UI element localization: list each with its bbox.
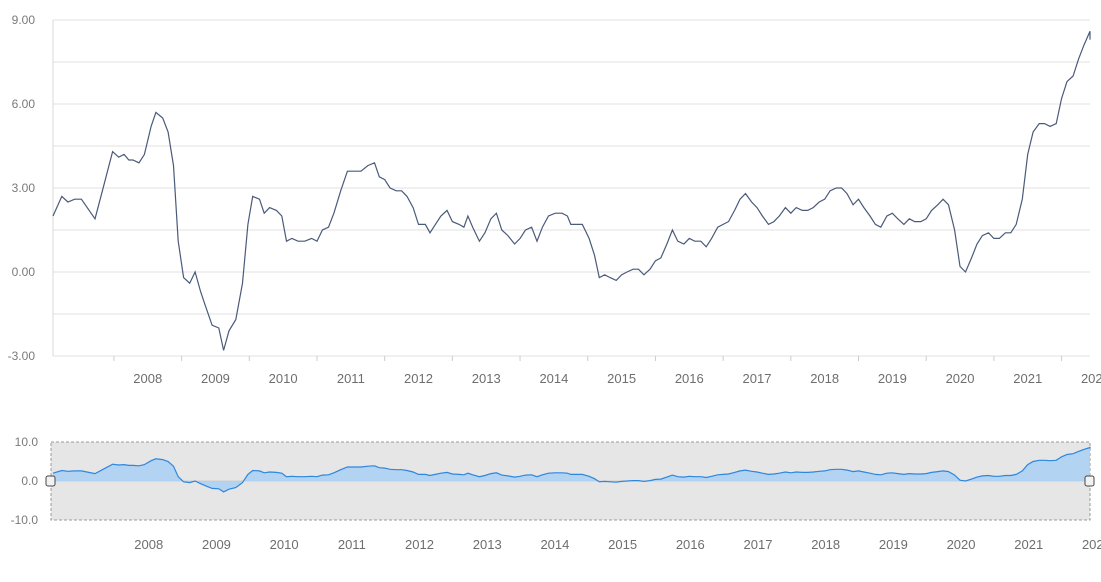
navigator-x-tick-label: 2014 (540, 537, 569, 552)
navigator-y-tick-label: 0.0 (21, 474, 38, 488)
x-tick-label: 2018 (810, 371, 839, 386)
x-tick-label: 2019 (878, 371, 907, 386)
navigator-y-tick-label: 10.0 (15, 435, 39, 449)
navigator[interactable]: 10.0 0.0 -10.0 2008 2009 2010 2011 2012 2013 201… (11, 435, 1101, 552)
navigator-x-tick-label: 2009 (202, 537, 231, 552)
y-tick-label: -3.00 (8, 349, 36, 363)
x-tick-label: 2014 (539, 371, 568, 386)
x-tick-label: 2017 (743, 371, 772, 386)
main-grid (53, 19, 1090, 357)
navigator-series-area (53, 447, 1090, 492)
navigator-x-tick-label: 2022 (1082, 537, 1101, 552)
navigator-x-tick-label: 2012 (405, 537, 434, 552)
x-tick-label: 2015 (607, 371, 636, 386)
y-tick-label: 6.00 (12, 97, 36, 111)
navigator-x-tick-label: 2010 (270, 537, 299, 552)
navigator-x-tick-label: 2013 (473, 537, 502, 552)
navigator-x-tick-label: 2018 (811, 537, 840, 552)
main-series-line (52, 30, 1091, 351)
y-tick-label: 3.00 (12, 181, 36, 195)
navigator-x-tick-label: 2021 (1014, 537, 1043, 552)
navigator-y-tick-label: -10.0 (11, 513, 39, 527)
x-tick-label: 2022 (1081, 371, 1101, 386)
x-tick-label: 2021 (1013, 371, 1042, 386)
x-tick-label: 2020 (946, 371, 975, 386)
x-tick-label: 2008 (133, 371, 162, 386)
navigator-x-tick-label: 2011 (338, 537, 366, 552)
navigator-x-tick-label: 2017 (744, 537, 773, 552)
navigator-right-handle[interactable] (1084, 475, 1095, 487)
x-tick-label: 2009 (201, 371, 230, 386)
navigator-x-axis: 2008 2009 2010 2011 2012 2013 2014 2015 2016 2017… (134, 537, 1101, 552)
x-tick-label: 2016 (675, 371, 704, 386)
navigator-x-tick-label: 2015 (608, 537, 637, 552)
x-tick-label: 2013 (472, 371, 501, 386)
navigator-series-line (52, 446, 1091, 493)
navigator-x-tick-label: 2019 (879, 537, 908, 552)
y-tick-label: 0.00 (12, 265, 36, 279)
navigator-x-tick-label: 2016 (676, 537, 705, 552)
x-tick-label: 2011 (337, 371, 365, 386)
x-tick-label: 2010 (269, 371, 298, 386)
navigator-x-tick-label: 2020 (947, 537, 976, 552)
navigator-left-handle[interactable] (45, 475, 56, 487)
y-tick-label: 9.00 (12, 13, 36, 27)
main-x-axis: 2008 2009 2010 2011 2012 2013 2014 2015 2016 2017… (113, 356, 1101, 386)
navigator-x-tick-label: 2008 (134, 537, 163, 552)
main-y-axis: 9.00 6.00 3.00 0.00 -3.00 (8, 13, 36, 363)
x-tick-label: 2012 (404, 371, 433, 386)
